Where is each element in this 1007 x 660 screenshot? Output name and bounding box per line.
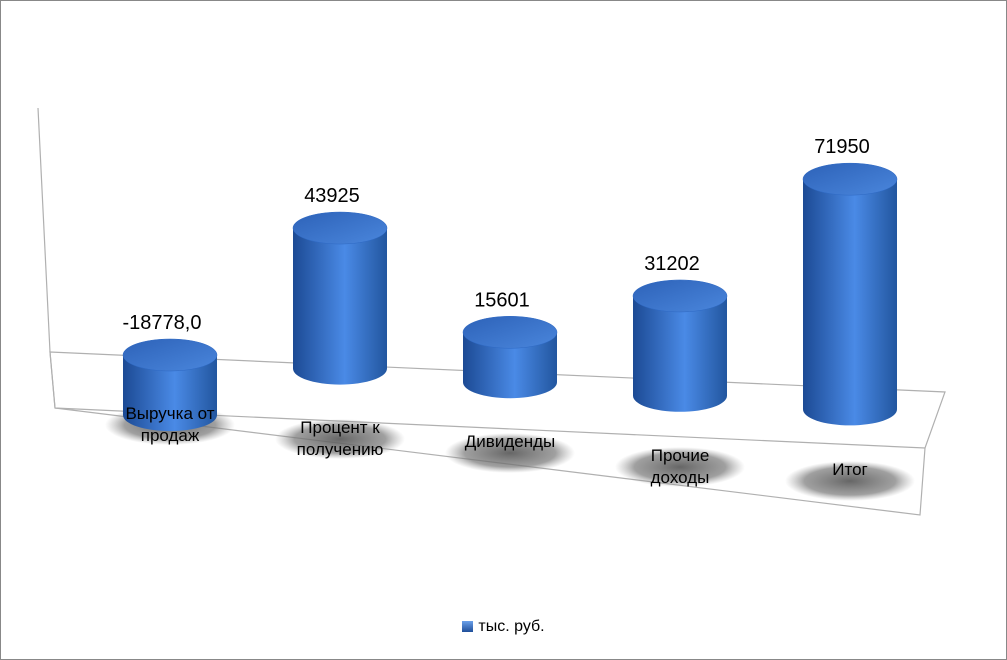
value-label: -18778,0: [123, 312, 202, 334]
cylinder-body: [633, 295, 727, 412]
cylinder-body: [803, 179, 897, 426]
legend-swatch: [462, 621, 474, 632]
category-label: Выручка от продаж: [125, 404, 215, 445]
category-label: Дивиденды: [464, 432, 556, 451]
legend: тыс. руб.: [0, 618, 1007, 636]
shadow: [445, 433, 575, 473]
cylinder-body: [463, 332, 557, 399]
shadow: [275, 419, 405, 459]
value-label: 71950: [814, 136, 870, 158]
cylinder-top: [462, 316, 558, 349]
cylinder-body: [293, 228, 387, 385]
legend-label: тыс. руб.: [478, 618, 545, 635]
cylinder-body: [123, 355, 217, 432]
category-label: Прочие доходы: [650, 446, 710, 487]
cylinder-top: [802, 162, 898, 196]
category-label: Итог: [832, 460, 868, 479]
shadow: [615, 447, 745, 487]
cylinder-top: [632, 279, 728, 313]
value-label: 15601: [474, 289, 530, 311]
cylinder-top: [292, 211, 388, 245]
value-label: 43925: [304, 185, 360, 207]
category-label: Процент к получению: [296, 418, 384, 459]
cylinder-top: [122, 338, 218, 372]
value-label: 31202: [644, 253, 700, 275]
shadow: [785, 461, 915, 501]
axis-line: [37, 107, 56, 409]
